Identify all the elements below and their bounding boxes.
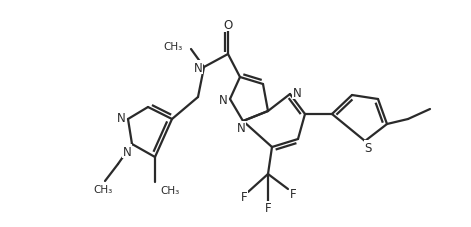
Text: CH₃: CH₃ [160, 185, 179, 195]
Text: N: N [219, 93, 227, 106]
Text: F: F [290, 188, 296, 201]
Text: N: N [122, 145, 131, 158]
Text: N: N [194, 61, 203, 74]
Text: F: F [265, 202, 271, 215]
Text: N: N [117, 111, 125, 124]
Text: F: F [241, 191, 247, 204]
Text: CH₃: CH₃ [164, 42, 183, 52]
Text: N: N [292, 86, 301, 99]
Text: S: S [364, 141, 372, 154]
Text: O: O [223, 18, 233, 31]
Text: CH₃: CH₃ [93, 184, 113, 194]
Text: N: N [236, 122, 245, 135]
